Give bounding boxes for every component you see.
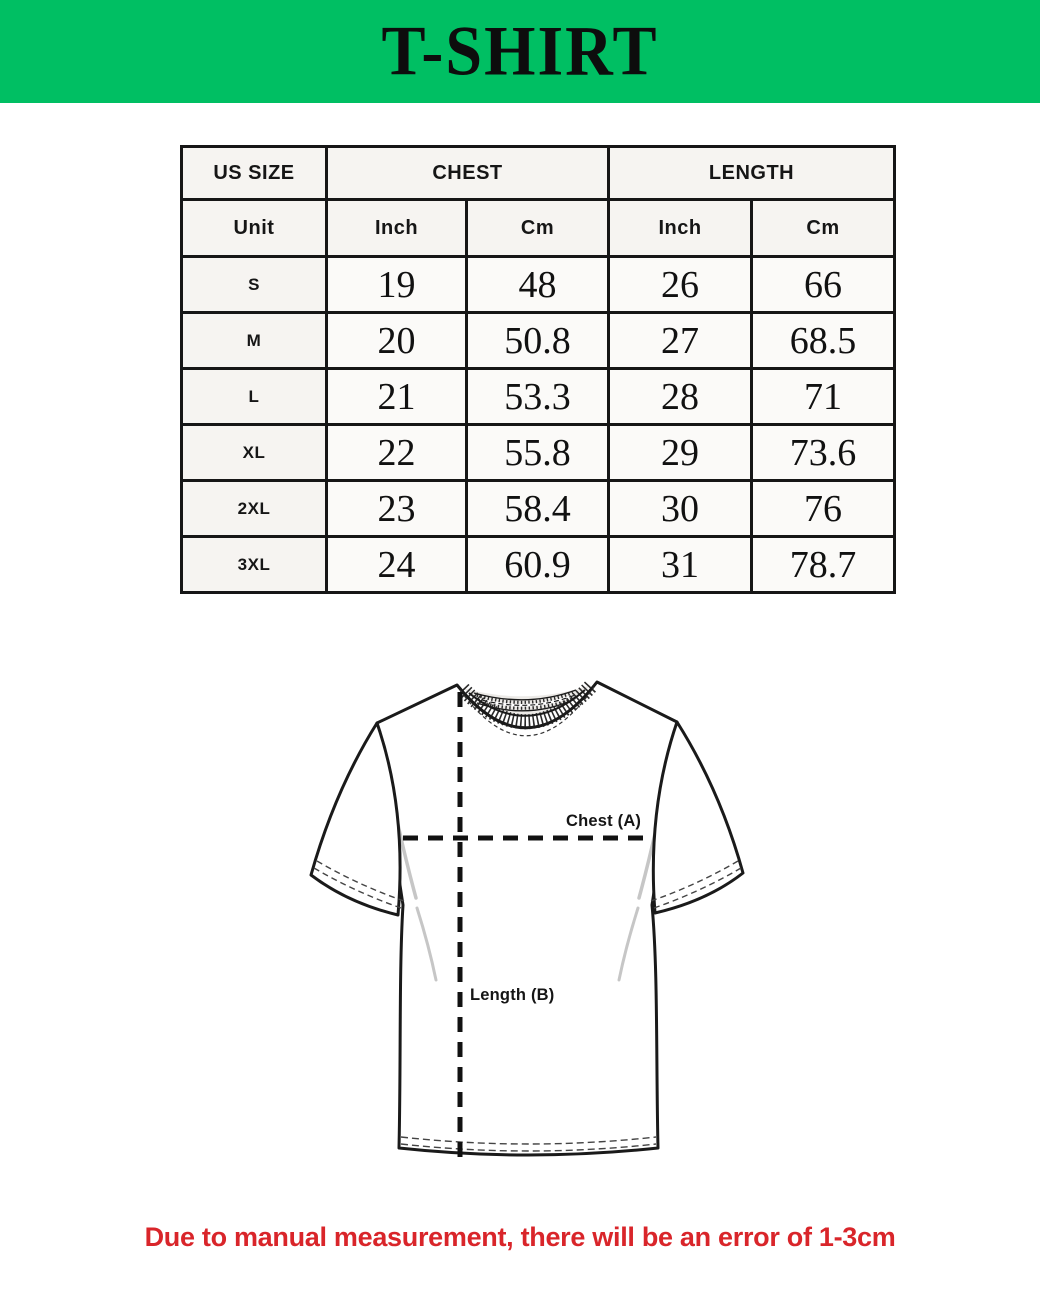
size-label: S [180, 255, 328, 314]
tshirt-left-sleeve [309, 721, 402, 917]
tshirt-right-sleeve [651, 720, 745, 915]
chest-inch-value: 22 [325, 423, 468, 482]
size-label: L [180, 367, 328, 426]
length-inch-value: 30 [607, 479, 753, 538]
chest-inch-value: 24 [325, 535, 468, 594]
chest-cm-value: 48 [465, 255, 610, 314]
length-inch-header: Inch [607, 198, 753, 258]
length-cm-header: Cm [750, 198, 896, 258]
chest-cm-value: 50.8 [465, 311, 610, 370]
length-cm-value: 71 [750, 367, 896, 426]
size-chart-table: US SIZE CHEST LENGTH Unit Inch Cm Inch C… [180, 145, 896, 594]
table-row-xl: XL 22 55.8 29 73.6 [180, 423, 896, 482]
hem-stitch-lines [400, 1136, 657, 1152]
table-row-s: S 19 48 26 66 [180, 255, 896, 314]
size-label: 2XL [180, 479, 328, 538]
chest-cm-value: 53.3 [465, 367, 610, 426]
table-row-l: L 21 53.3 28 71 [180, 367, 896, 426]
size-label: 3XL [180, 535, 328, 594]
size-label: M [180, 311, 328, 370]
length-inch-value: 28 [607, 367, 753, 426]
length-inch-value: 29 [607, 423, 753, 482]
length-measure-label: Length (B) [470, 986, 555, 1004]
chest-cm-header: Cm [465, 198, 610, 258]
length-cm-value: 78.7 [750, 535, 896, 594]
length-inch-value: 26 [607, 255, 753, 314]
unit-cell: Unit [180, 198, 328, 258]
chest-inch-value: 21 [325, 367, 468, 426]
length-inch-value: 31 [607, 535, 753, 594]
table-row-2xl: 2XL 23 58.4 30 76 [180, 479, 896, 538]
length-inch-value: 27 [607, 311, 753, 370]
size-label: XL [180, 423, 328, 482]
chest-inch-header: Inch [325, 198, 468, 258]
chest-cm-value: 60.9 [465, 535, 610, 594]
header-length: LENGTH [607, 145, 896, 201]
chest-cm-value: 58.4 [465, 479, 610, 538]
chest-inch-value: 20 [325, 311, 468, 370]
chest-inch-value: 19 [325, 255, 468, 314]
chest-inch-value: 23 [325, 479, 468, 538]
table-unit-row: Unit Inch Cm Inch Cm [180, 198, 896, 258]
length-cm-value: 76 [750, 479, 896, 538]
tshirt-diagram [309, 680, 745, 1158]
table-row-3xl: 3XL 24 60.9 31 78.7 [180, 535, 896, 594]
chest-cm-value: 55.8 [465, 423, 610, 482]
ribbed-collar [455, 680, 599, 737]
table-row-m: M 20 50.8 27 68.5 [180, 311, 896, 370]
header-us-size: US SIZE [180, 145, 328, 201]
page-title: T-SHIRT [381, 11, 659, 91]
title-banner: T-SHIRT [0, 0, 1040, 103]
length-cm-value: 68.5 [750, 311, 896, 370]
chest-measure-label: Chest (A) [566, 812, 642, 830]
measurement-disclaimer: Due to manual measurement, there will be… [144, 1222, 896, 1252]
header-chest: CHEST [325, 145, 610, 201]
length-cm-value: 73.6 [750, 423, 896, 482]
table-group-header-row: US SIZE CHEST LENGTH [180, 145, 896, 201]
length-cm-value: 66 [750, 255, 896, 314]
tshirt-body [375, 680, 679, 1157]
